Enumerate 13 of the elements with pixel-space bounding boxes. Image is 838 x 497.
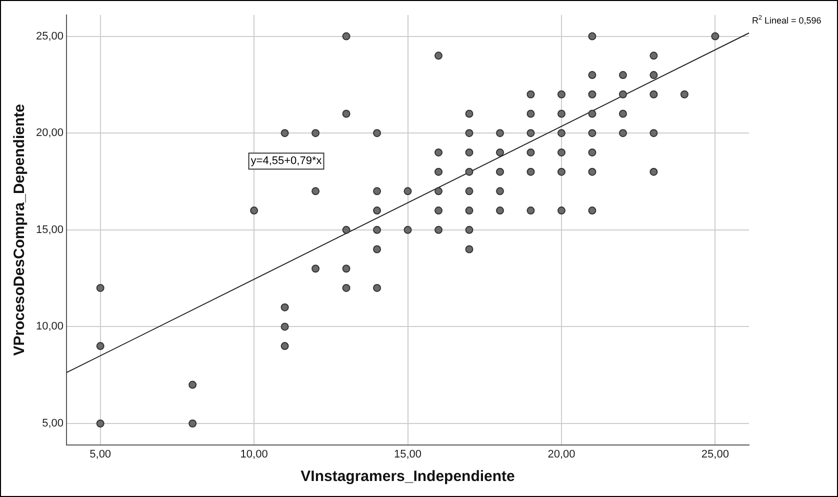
annotation: y=4,55+0,79*x — [250, 155, 322, 168]
y-tick-label: 10,00 — [36, 320, 64, 333]
x-tick-label: 20,00 — [548, 448, 576, 460]
y-axis-title: VProcesoDesCompra_Dependiente — [11, 104, 28, 356]
y-tick-label: 5,00 — [42, 418, 64, 430]
x-tick-label: 5,00 — [90, 448, 112, 460]
y-tick-label: 25,00 — [36, 30, 64, 42]
x-axis-title: VInstagramers_Independiente — [300, 468, 515, 486]
x-tick-label: 15,00 — [394, 448, 422, 460]
y-tick-label: 20,00 — [36, 127, 64, 140]
y-tick-label: 15,00 — [36, 224, 64, 236]
x-tick-label: 25,00 — [701, 448, 729, 460]
x-tick-label: 10,00 — [240, 448, 268, 460]
